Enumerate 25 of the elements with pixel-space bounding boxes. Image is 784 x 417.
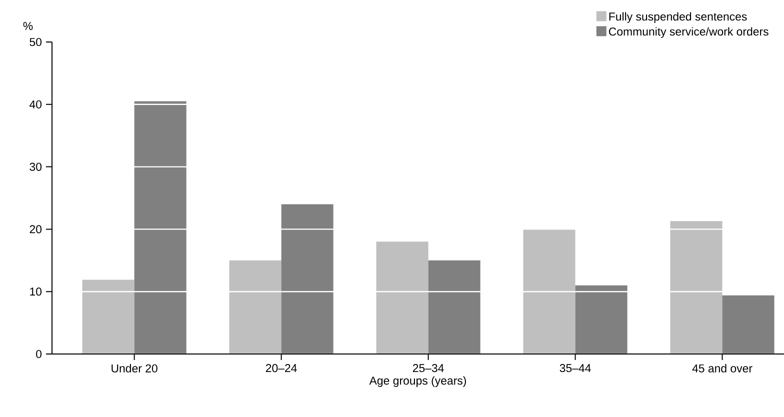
bar <box>134 101 186 354</box>
y-tick-label: 0 <box>36 350 42 358</box>
bar <box>523 228 576 354</box>
bar <box>281 204 334 354</box>
x-axis-title: Age groups (years) <box>369 376 466 387</box>
bar <box>575 285 628 354</box>
x-tick-label: 45 and over <box>692 364 752 372</box>
bar <box>82 280 134 354</box>
x-tick-label: 20–24 <box>266 364 297 372</box>
y-tick-label: 10 <box>30 288 42 296</box>
legend-label: Community service/work orders <box>608 27 768 38</box>
y-tick-label: 50 <box>30 38 42 46</box>
bar <box>722 295 774 354</box>
bar <box>376 242 428 354</box>
bar <box>229 260 282 354</box>
y-tick-label: 30 <box>30 162 42 171</box>
y-axis-title: % <box>23 22 33 30</box>
x-tick-label: 25–34 <box>412 364 444 372</box>
x-tick-label: 35–44 <box>560 364 591 372</box>
bar <box>428 260 480 354</box>
bar <box>670 221 722 354</box>
y-tick-label: 20 <box>30 225 42 234</box>
legend-label: Fully suspended sentences <box>609 12 747 23</box>
x-tick-label: Under 20 <box>112 364 158 372</box>
y-tick-label: 40 <box>30 100 42 108</box>
